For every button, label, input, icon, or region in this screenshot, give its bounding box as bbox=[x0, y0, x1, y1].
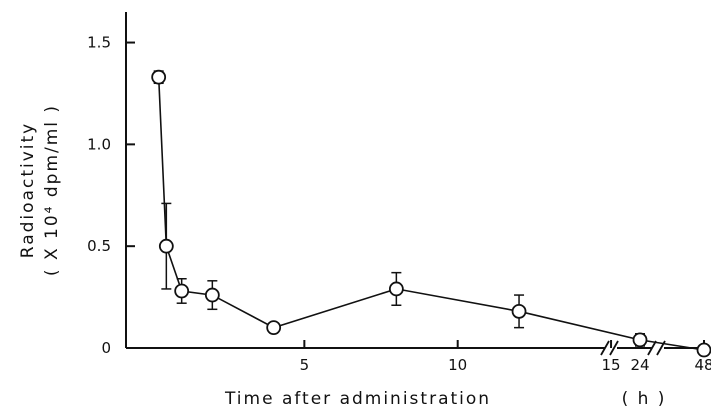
plot-area bbox=[151, 69, 711, 358]
data-point bbox=[632, 332, 648, 348]
series-line bbox=[157, 77, 705, 351]
y-ticks: 0 0.5 1.0 1.5 bbox=[87, 34, 135, 357]
y-tick-label: 0.5 bbox=[87, 237, 111, 255]
data-point bbox=[511, 303, 527, 319]
y-tick-label: 0 bbox=[101, 339, 111, 357]
y-tick-label: 1.5 bbox=[87, 34, 111, 52]
x-ticks: 5 10 15 24 48 bbox=[300, 340, 711, 374]
data-point bbox=[388, 281, 404, 297]
x-tick-label: 15 bbox=[602, 356, 621, 374]
axes bbox=[125, 12, 703, 356]
y-axis-title: Radioactivity bbox=[18, 122, 38, 258]
y-tick-label: 1.0 bbox=[87, 135, 111, 153]
data-point bbox=[158, 238, 174, 254]
y-axis-unit: ( X 10⁴ dpm/ml ) bbox=[42, 104, 62, 276]
data-point bbox=[204, 287, 220, 303]
x-tick-label: 48 bbox=[694, 356, 711, 374]
data-point bbox=[696, 342, 711, 358]
x-tick-label: 10 bbox=[448, 356, 467, 374]
x-tick-label: 24 bbox=[630, 356, 649, 374]
data-point bbox=[266, 320, 282, 336]
data-point bbox=[174, 283, 190, 299]
x-axis-unit: ( h ) bbox=[622, 389, 667, 409]
x-tick-label: 5 bbox=[300, 356, 310, 374]
x-axis-title: Time after administration bbox=[224, 389, 491, 409]
data-point bbox=[151, 69, 167, 85]
x-axis-break-1 bbox=[600, 340, 619, 356]
